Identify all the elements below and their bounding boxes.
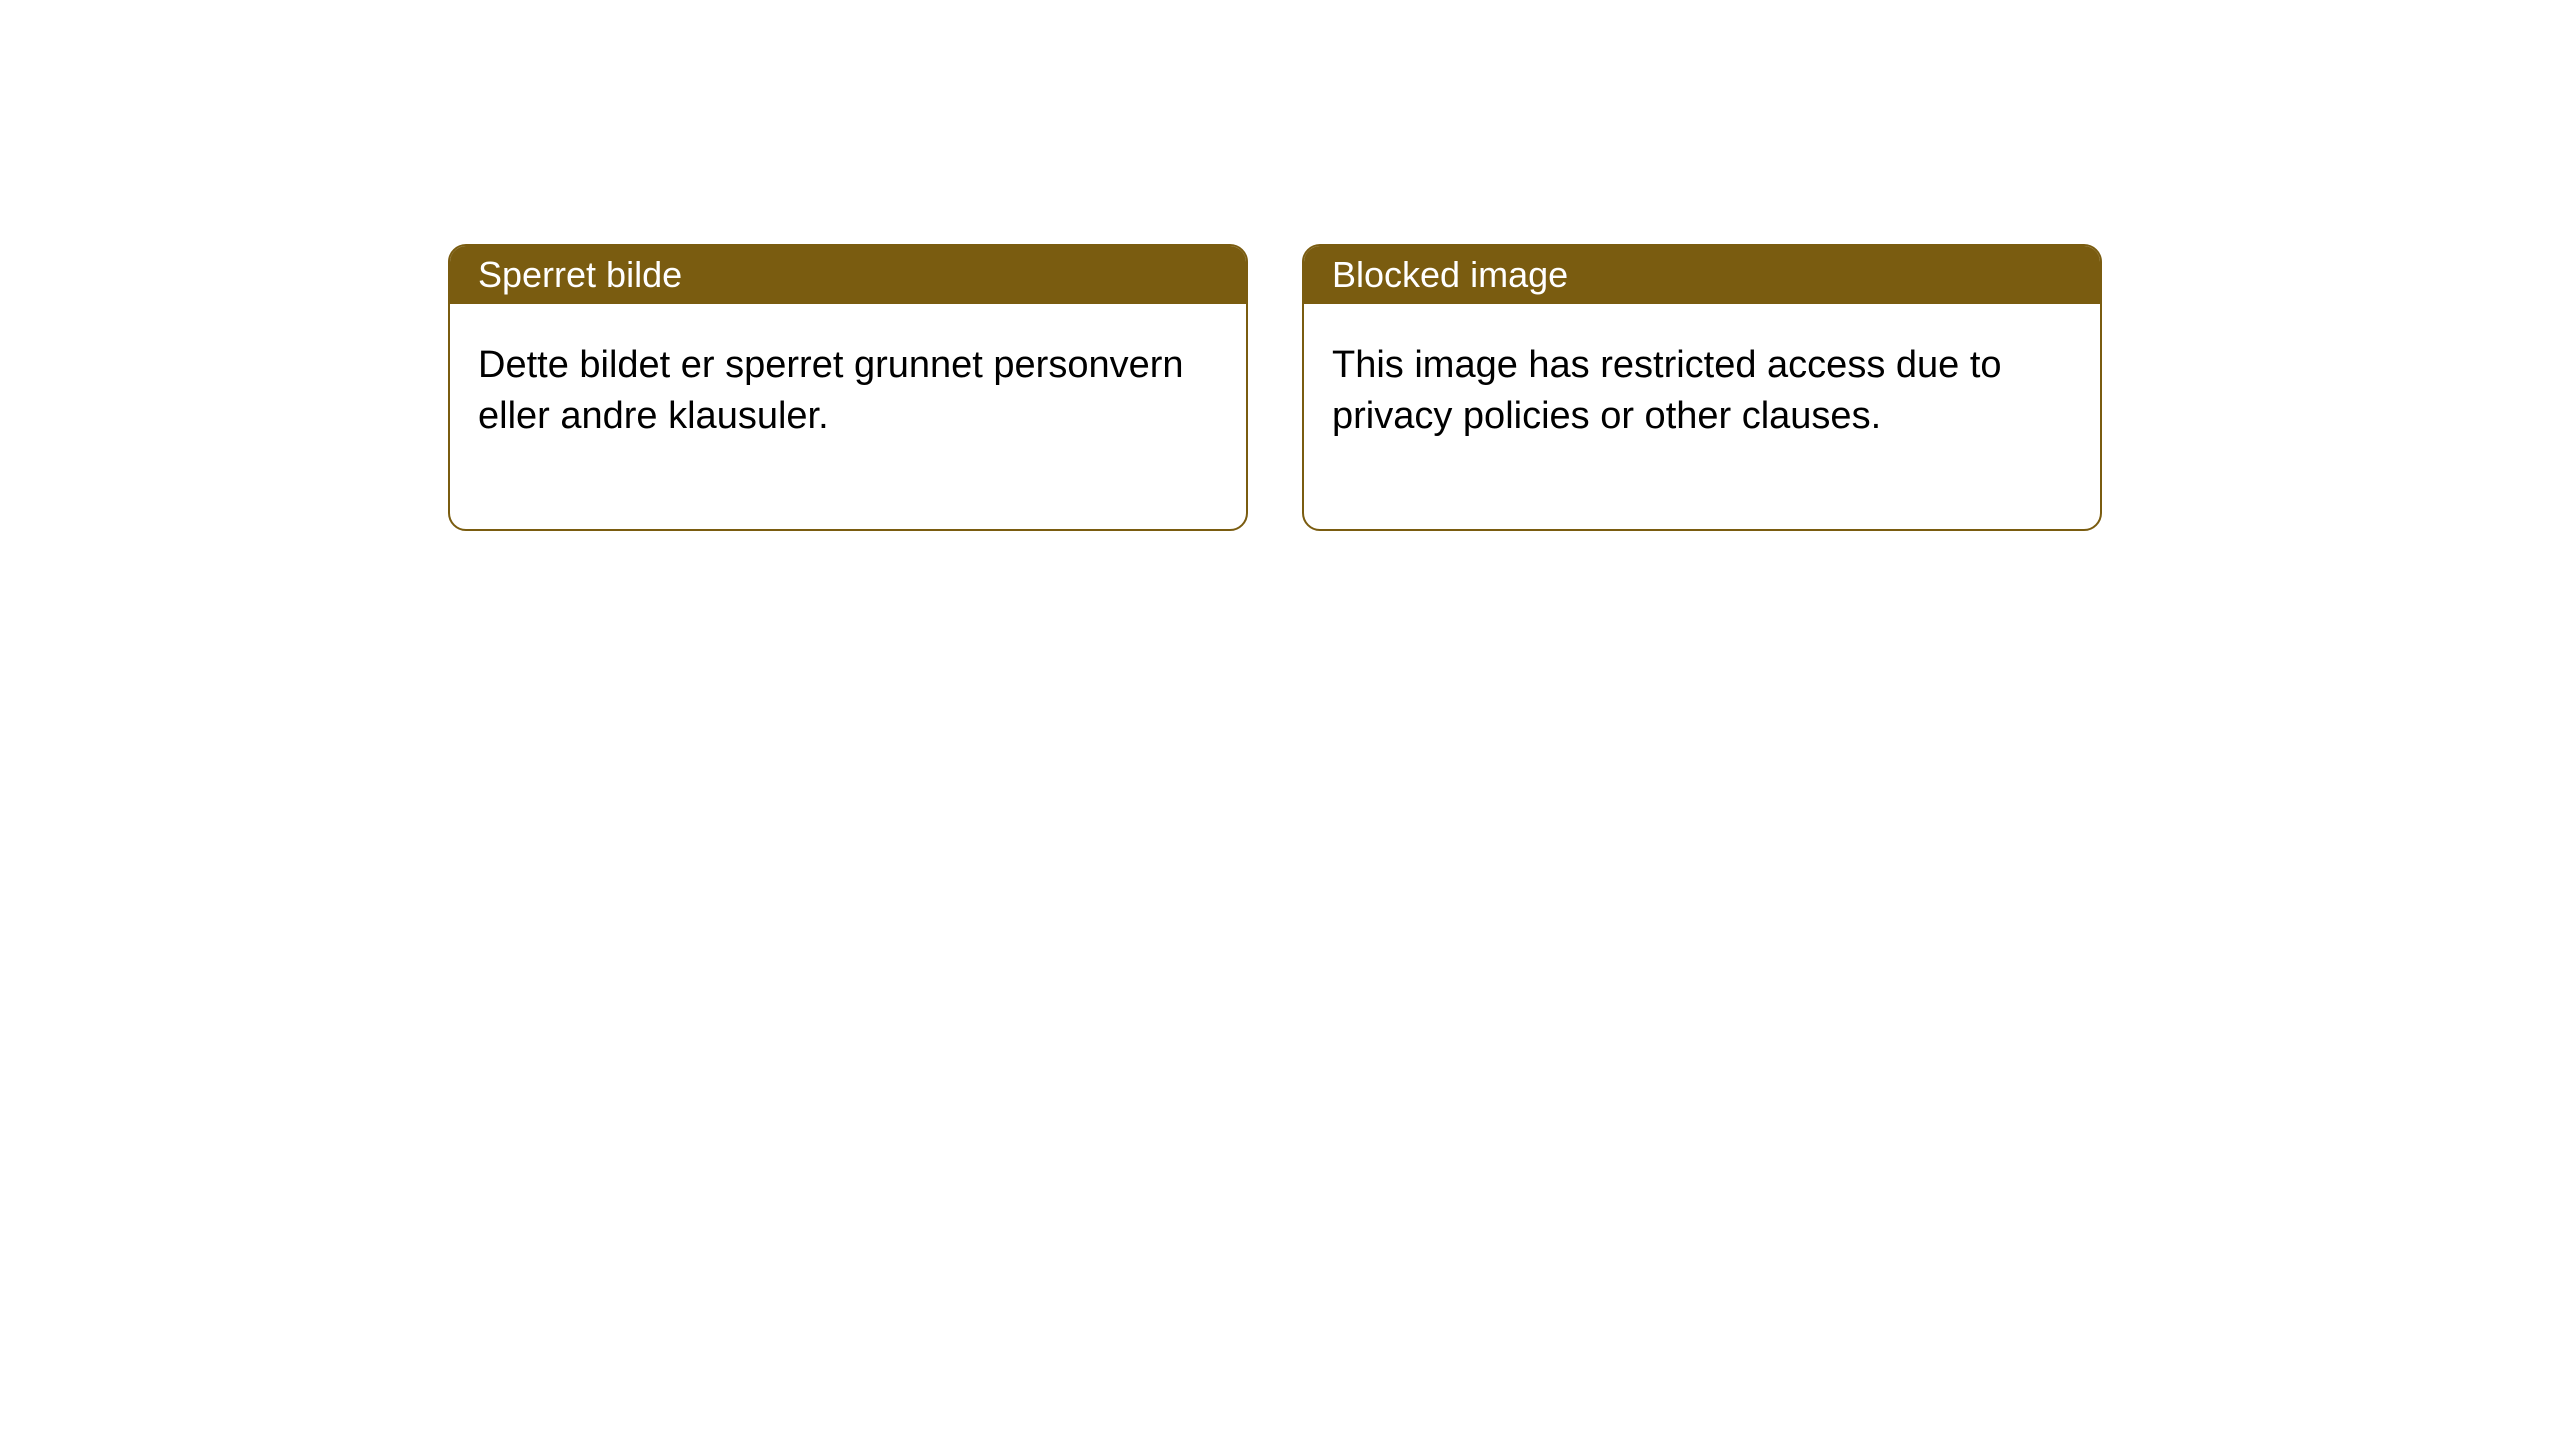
notice-card-en: Blocked image This image has restricted … bbox=[1302, 244, 2102, 531]
notice-title-en: Blocked image bbox=[1304, 246, 2100, 304]
notice-body-no: Dette bildet er sperret grunnet personve… bbox=[450, 304, 1246, 529]
notice-card-no: Sperret bilde Dette bildet er sperret gr… bbox=[448, 244, 1248, 531]
notice-body-en: This image has restricted access due to … bbox=[1304, 304, 2100, 529]
notice-title-no: Sperret bilde bbox=[450, 246, 1246, 304]
notice-container: Sperret bilde Dette bildet er sperret gr… bbox=[0, 0, 2560, 531]
